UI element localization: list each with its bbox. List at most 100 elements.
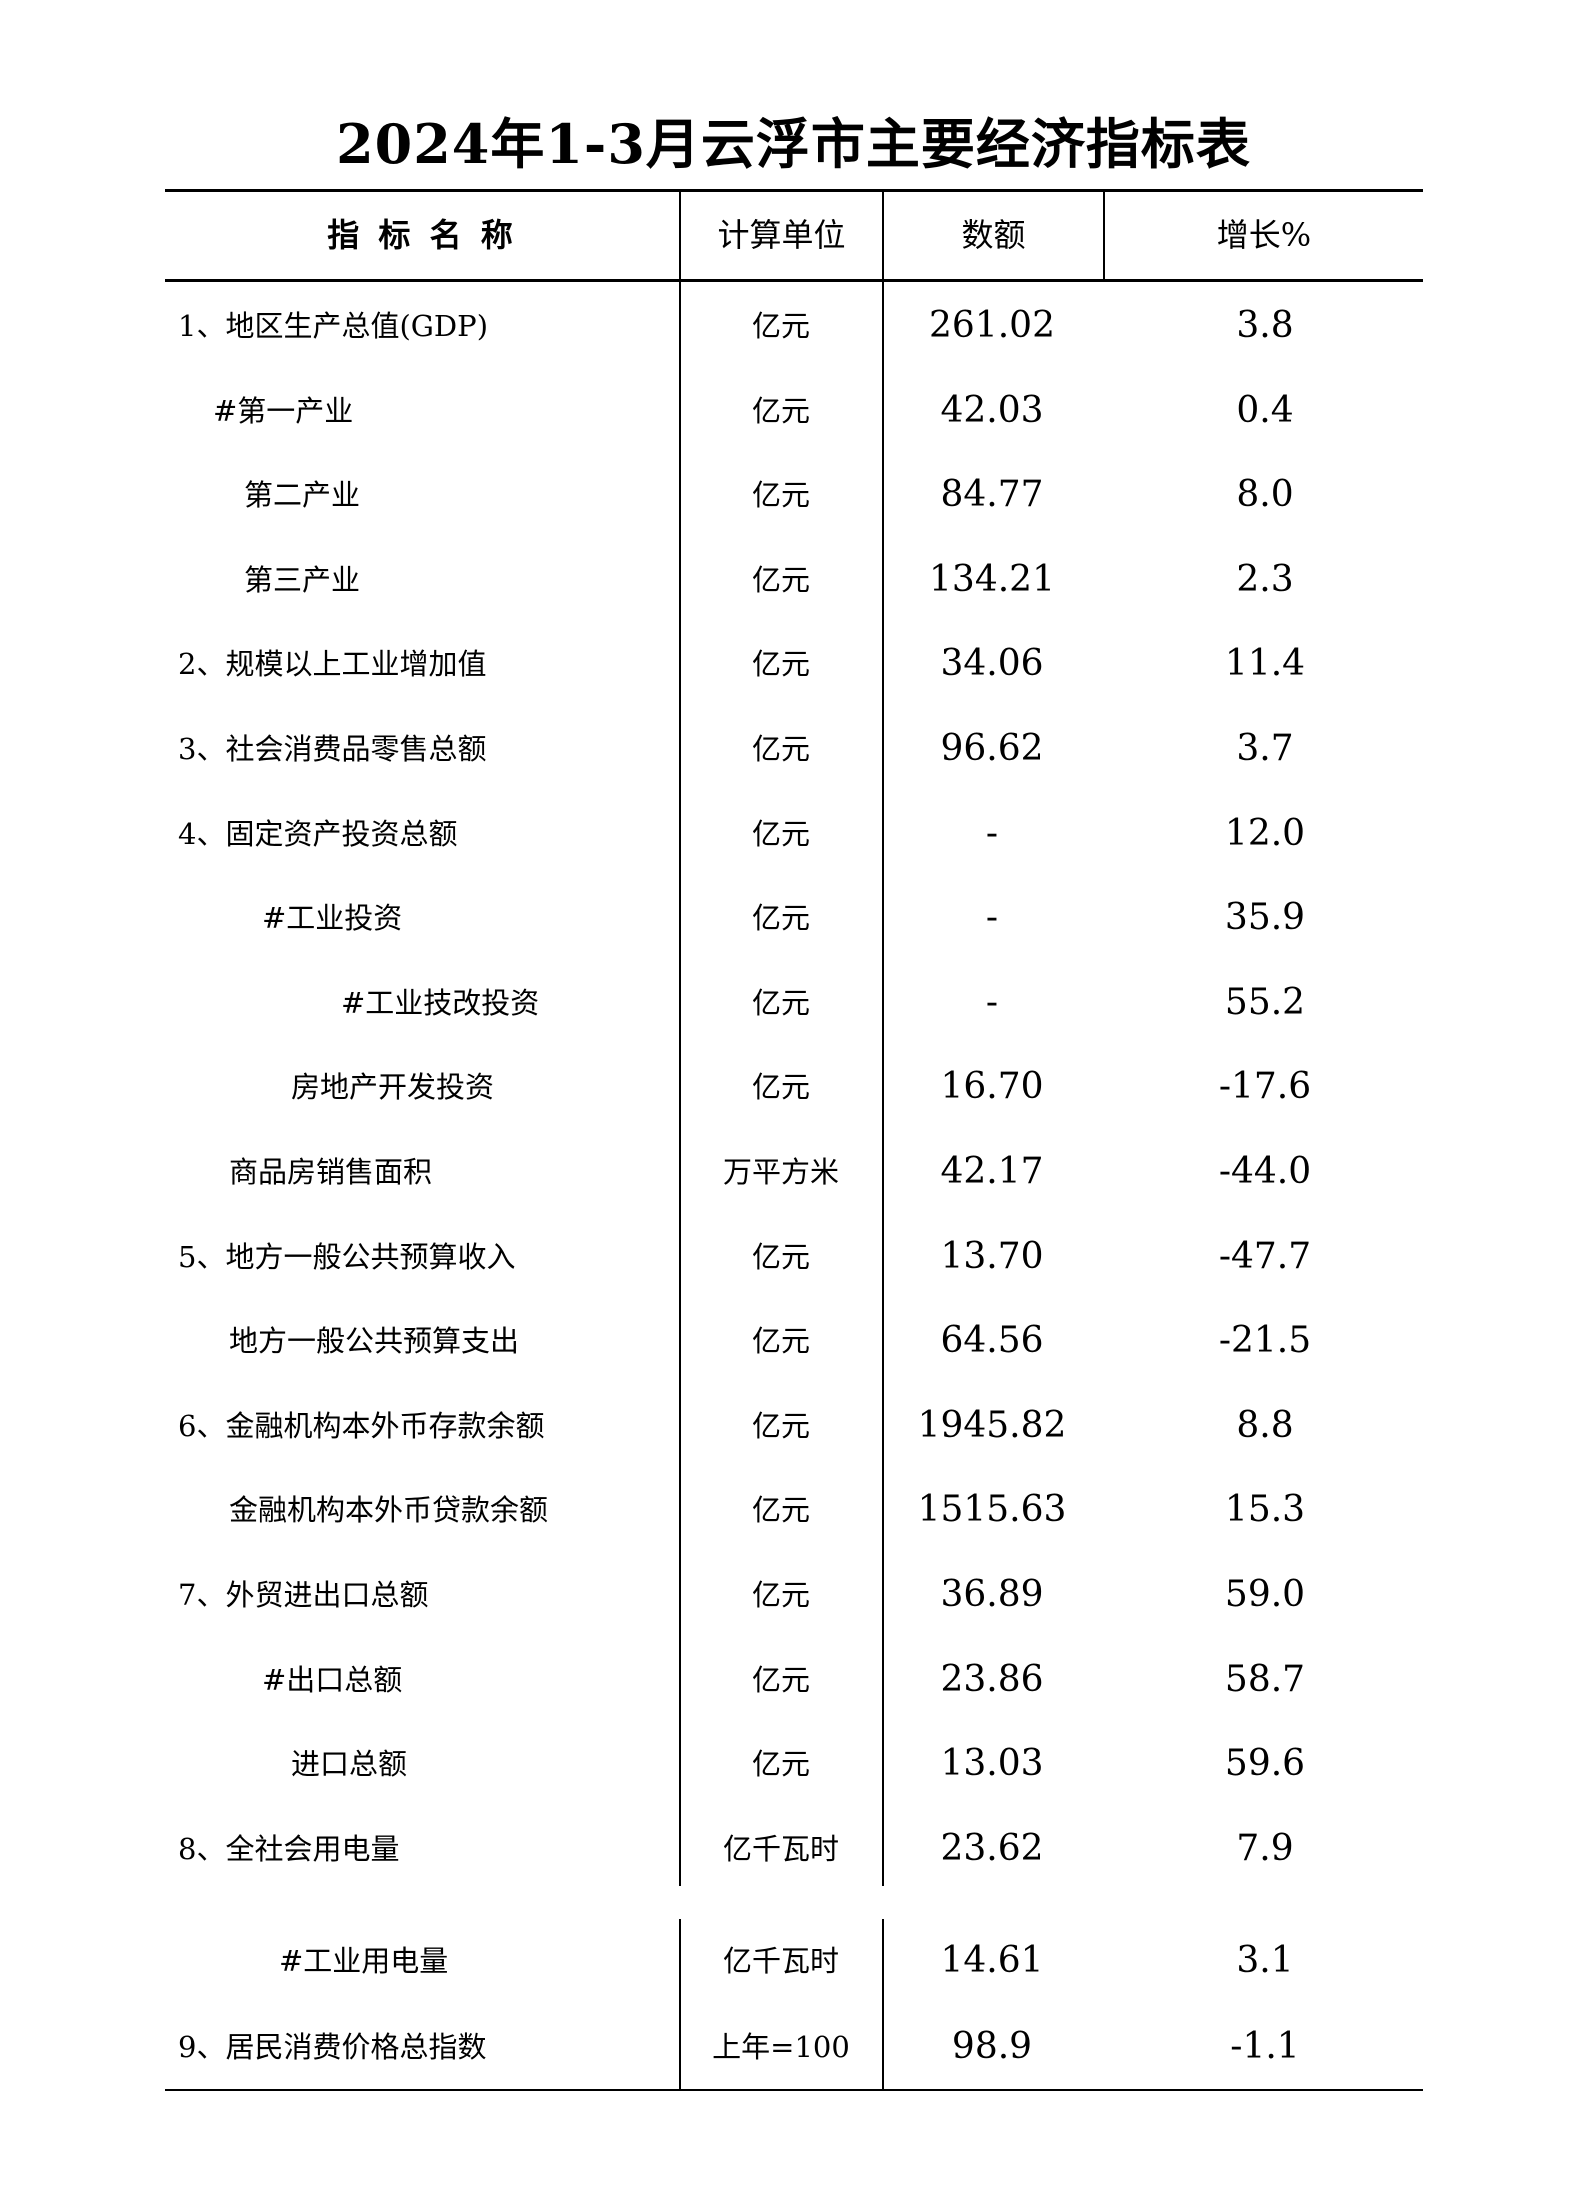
unit-cell: 上年=100 xyxy=(712,2030,850,2064)
value-cell: 1515.63 xyxy=(917,1489,1067,1531)
value-cell: - xyxy=(985,812,999,854)
unit-cell: 亿元 xyxy=(751,1239,810,1274)
growth-cell: -47.7 xyxy=(1218,1235,1312,1277)
indicator-name: #第一产业 xyxy=(213,393,354,428)
indicator-name: 第二产业 xyxy=(244,478,361,513)
value-cell: 14.61 xyxy=(940,1940,1044,1981)
header-bottom-rule xyxy=(165,279,1423,282)
unit-cell: 亿元 xyxy=(751,1493,810,1528)
growth-cell: 15.3 xyxy=(1224,1489,1306,1531)
table-row: #第一产业 亿元 42.03 0.4 xyxy=(165,369,1423,453)
indicator-name: #工业投资 xyxy=(262,901,403,936)
table-row: 6、金融机构本外币存款余额 亿元 1945.82 8.8 xyxy=(165,1384,1423,1468)
growth-cell: -44.0 xyxy=(1218,1151,1312,1192)
value-cell: 134.21 xyxy=(929,558,1055,600)
table-row: 3、社会消费品零售总额 亿元 96.62 3.7 xyxy=(165,707,1423,791)
value-cell: 84.77 xyxy=(940,474,1044,516)
growth-cell: 55.2 xyxy=(1224,981,1306,1023)
indicator-name: 5、地方一般公共预算收入 xyxy=(178,1239,516,1274)
value-cell: 16.70 xyxy=(940,1066,1044,1108)
indicator-name: 第三产业 xyxy=(244,562,361,597)
value-cell: 96.62 xyxy=(940,728,1044,769)
growth-cell: 8.8 xyxy=(1236,1404,1294,1446)
value-cell: 13.70 xyxy=(940,1235,1044,1277)
table-row: 地方一般公共预算支出 亿元 64.56 -21.5 xyxy=(165,1299,1423,1383)
indicator-name: 8、全社会用电量 xyxy=(178,1831,400,1866)
growth-cell: 0.4 xyxy=(1236,389,1294,431)
indicator-name: #工业用电量 xyxy=(279,1944,449,1978)
unit-cell: 亿元 xyxy=(751,309,810,343)
unit-cell: 亿千瓦时 xyxy=(722,1944,839,1978)
value-cell: 1945.82 xyxy=(917,1404,1067,1446)
value-cell: 34.06 xyxy=(940,643,1044,685)
unit-cell: 亿千瓦时 xyxy=(722,1831,839,1866)
unit-cell: 亿元 xyxy=(751,393,810,428)
growth-cell: 8.0 xyxy=(1236,474,1294,516)
growth-cell: -21.5 xyxy=(1218,1320,1312,1362)
column-divider xyxy=(1103,190,1105,280)
unit-cell: 亿元 xyxy=(751,1324,810,1359)
growth-cell: 11.4 xyxy=(1224,643,1306,685)
column-divider xyxy=(882,1919,884,2090)
growth-cell: 3.7 xyxy=(1236,728,1294,769)
table-row: 2、规模以上工业增加值 亿元 34.06 11.4 xyxy=(165,622,1423,706)
table-row: 金融机构本外币贷款余额 亿元 1515.63 15.3 xyxy=(165,1468,1423,1552)
value-cell: 13.03 xyxy=(940,1743,1044,1785)
table-row: 第三产业 亿元 134.21 2.3 xyxy=(165,538,1423,622)
unit-cell: 亿元 xyxy=(751,816,810,851)
indicator-name: 地方一般公共预算支出 xyxy=(229,1324,520,1359)
header-unit: 计算单位 xyxy=(717,216,846,254)
growth-cell: 35.9 xyxy=(1224,897,1306,939)
header-value: 数额 xyxy=(961,216,1026,254)
unit-cell: 亿元 xyxy=(751,1578,810,1612)
table-row: #工业投资 亿元 - 35.9 xyxy=(165,876,1423,960)
column-divider xyxy=(679,190,681,1886)
indicator-name: 7、外贸进出口总额 xyxy=(178,1578,429,1612)
table-row: #出口总额 亿元 23.86 58.7 xyxy=(165,1638,1423,1722)
value-cell: 98.9 xyxy=(951,2026,1033,2067)
growth-cell: -17.6 xyxy=(1218,1066,1312,1108)
growth-cell: -1.1 xyxy=(1230,2026,1300,2067)
table-row: 9、居民消费价格总指数 上年=100 98.9 -1.1 xyxy=(165,2005,1423,2089)
unit-cell: 亿元 xyxy=(751,901,810,936)
table-row: 商品房销售面积 万平方米 42.17 -44.0 xyxy=(165,1130,1423,1214)
indicator-name: #工业技改投资 xyxy=(341,985,540,1020)
page-title: 2024年1-3月云浮市主要经济指标表 xyxy=(336,112,1251,176)
growth-cell: 12.0 xyxy=(1224,812,1306,854)
value-cell: - xyxy=(985,981,999,1023)
unit-cell: 亿元 xyxy=(751,562,810,597)
growth-cell: 3.1 xyxy=(1236,1940,1294,1981)
value-cell: 23.62 xyxy=(940,1827,1044,1869)
value-cell: 23.86 xyxy=(940,1658,1044,1700)
value-cell: 64.56 xyxy=(940,1320,1044,1362)
table-row: #工业用电量 亿千瓦时 14.61 3.1 xyxy=(165,1919,1423,2003)
table-row: 8、全社会用电量 亿千瓦时 23.62 7.9 xyxy=(165,1807,1423,1891)
indicator-name: 房地产开发投资 xyxy=(291,1070,495,1105)
table-row: 5、地方一般公共预算收入 亿元 13.70 -47.7 xyxy=(165,1215,1423,1299)
growth-cell: 59.0 xyxy=(1224,1574,1306,1615)
table-top-rule xyxy=(165,189,1423,192)
indicator-name: 金融机构本外币贷款余额 xyxy=(229,1493,549,1528)
unit-cell: 万平方米 xyxy=(722,1155,839,1189)
indicator-name: #出口总额 xyxy=(262,1662,403,1697)
column-divider xyxy=(882,190,884,1886)
unit-cell: 亿元 xyxy=(751,1747,810,1782)
indicator-name: 4、固定资产投资总额 xyxy=(178,816,458,851)
growth-cell: 3.8 xyxy=(1236,305,1294,346)
growth-cell: 7.9 xyxy=(1236,1827,1294,1869)
header-growth: 增长% xyxy=(1216,216,1312,254)
value-cell: 42.03 xyxy=(940,389,1044,431)
table-row: 进口总额 亿元 13.03 59.6 xyxy=(165,1722,1423,1806)
table-row: 1、地区生产总值(GDP) 亿元 261.02 3.8 xyxy=(165,284,1423,368)
table-bottom-rule xyxy=(165,2089,1423,2091)
column-divider xyxy=(679,1919,681,2090)
growth-cell: 59.6 xyxy=(1224,1743,1306,1785)
unit-cell: 亿元 xyxy=(751,985,810,1020)
value-cell: 42.17 xyxy=(940,1151,1044,1192)
indicator-name: 9、居民消费价格总指数 xyxy=(178,2030,487,2064)
unit-cell: 亿元 xyxy=(751,1408,810,1443)
indicator-name: 商品房销售面积 xyxy=(229,1155,433,1189)
indicator-name: 6、金融机构本外币存款余额 xyxy=(178,1408,545,1443)
indicator-name: 2、规模以上工业增加值 xyxy=(178,647,487,682)
table-row: 7、外贸进出口总额 亿元 36.89 59.0 xyxy=(165,1553,1423,1637)
